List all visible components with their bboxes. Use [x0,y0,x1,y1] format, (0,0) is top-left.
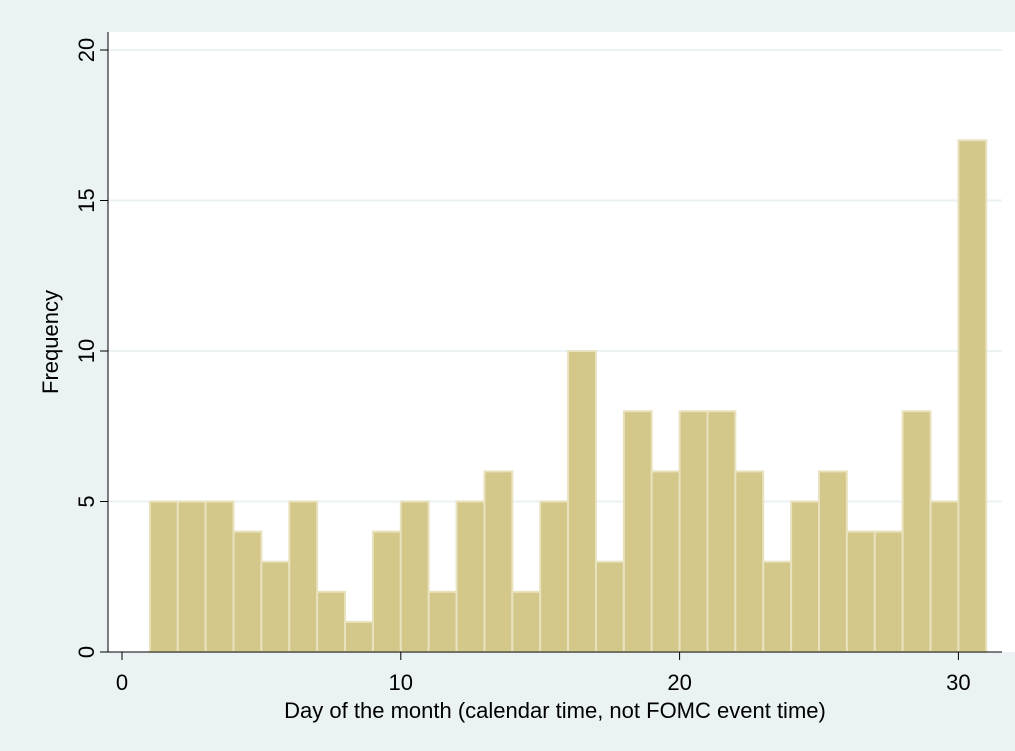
bar-19 [650,470,681,653]
bar-20 [678,410,709,654]
bar-8 [344,620,374,654]
bar-10 [399,500,430,653]
bar-6 [288,500,319,653]
bar-23 [762,560,793,654]
y-axis-label: Frequency [38,290,63,394]
bar-2 [176,500,207,653]
x-tick-label-10: 10 [389,670,413,695]
bar-13 [483,470,514,653]
x-tick-label-0: 0 [116,670,128,695]
bar-24 [790,500,820,653]
axes [107,32,1002,653]
bar-3 [204,500,235,653]
bar-21 [706,410,737,654]
bar-27 [873,530,904,653]
bar-16 [567,350,597,653]
y-tick-label-0: 0 [74,646,99,658]
bar-14 [511,590,542,653]
bar-30 [957,139,988,654]
bar-9 [371,530,402,653]
bar-29 [929,500,960,653]
bar-5 [260,560,291,654]
bar-12 [455,500,486,653]
y-axis-ticks: 0 5 10 15 20 [74,38,108,658]
bar-7 [316,590,347,653]
y-tick-label-15: 15 [74,188,99,212]
bar-17 [594,560,625,654]
x-axis-ticks: 0 10 20 30 [116,652,971,695]
bar-15 [539,500,570,653]
x-axis-label: Day of the month (calendar time, not FOM… [284,698,826,723]
bar-18 [622,410,653,654]
bar-11 [427,590,458,653]
x-tick-label-30: 30 [946,670,970,695]
x-tick-label-20: 20 [667,670,691,695]
y-tick-label-20: 20 [74,38,99,62]
bar-28 [901,410,932,654]
y-tick-label-10: 10 [74,339,99,363]
bar-25 [818,470,848,653]
bar-4 [232,530,263,653]
bar-1 [148,500,179,653]
bar-22 [734,470,765,653]
y-tick-label-5: 5 [74,495,99,507]
bar-26 [845,530,876,653]
